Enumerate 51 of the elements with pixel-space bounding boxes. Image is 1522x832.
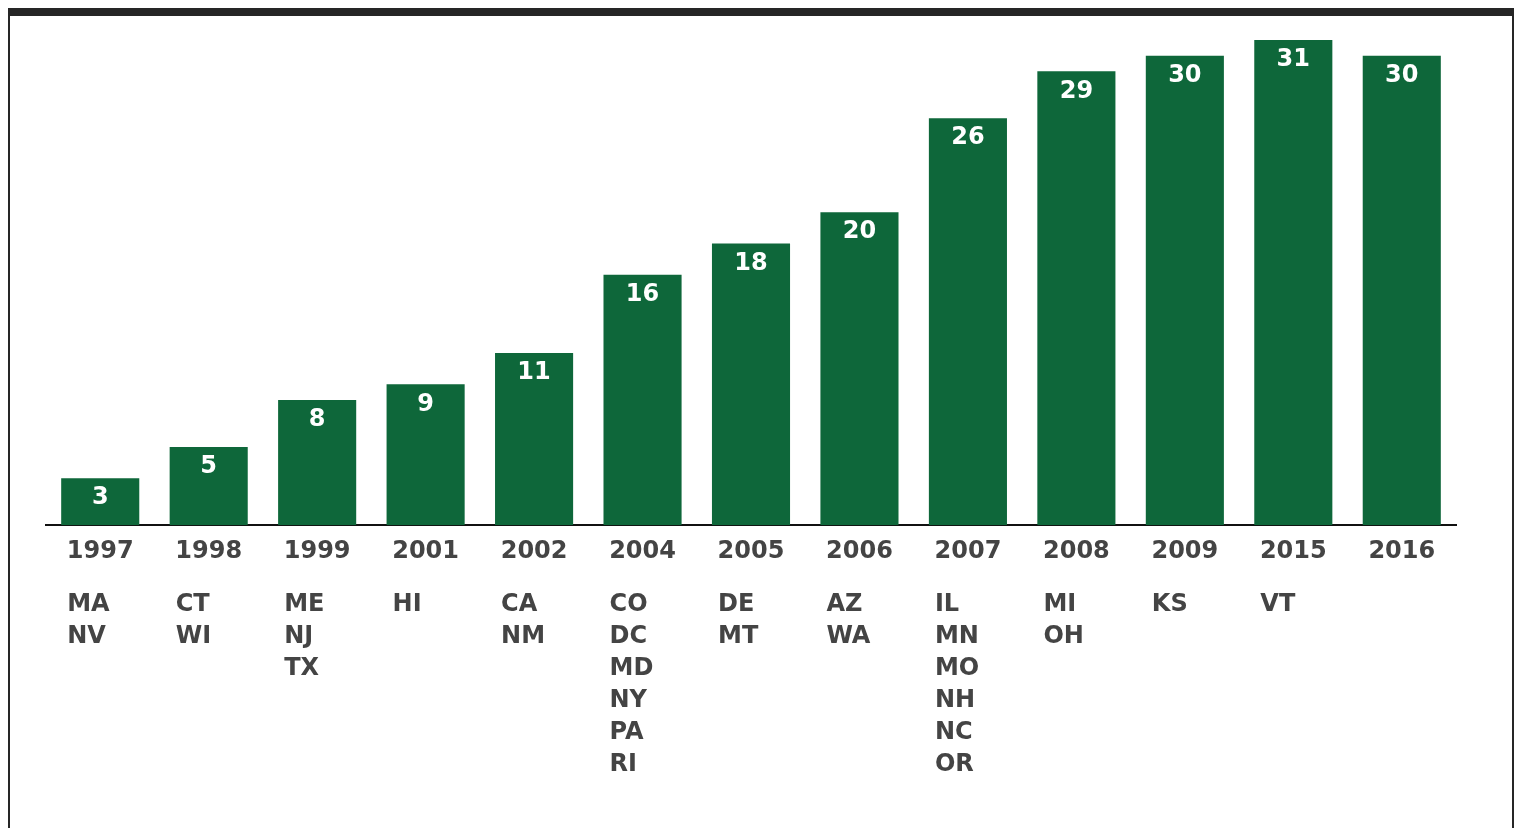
text: AZ WA (826, 589, 871, 650)
x-tick-label: 2007 (934, 535, 1002, 564)
x-tick-label: 2008 (1042, 535, 1110, 564)
bar (169, 446, 248, 526)
x-tick-label: 2006 (826, 535, 893, 564)
x-tick-label: 2001 (392, 535, 460, 564)
data-label: 8 (308, 404, 326, 433)
x-tick-label: 2015 (1259, 535, 1327, 564)
bar (386, 384, 465, 526)
x-tick-label: 1998 (175, 535, 243, 564)
x-tick-label: 2002 (500, 535, 568, 564)
text: VT (1260, 589, 1296, 618)
text: MI OH (1043, 589, 1084, 650)
text: DE MT (718, 589, 759, 650)
bar (928, 118, 1007, 526)
text: ME NJ TX (284, 589, 325, 682)
text: IL MN MO NH NC OR (934, 589, 980, 778)
data-label: 30 (1168, 59, 1202, 88)
x-tick-label: 2009 (1151, 535, 1219, 564)
bar (1362, 55, 1441, 526)
data-label: 20 (842, 216, 877, 245)
bar (1145, 55, 1224, 526)
bar (61, 478, 140, 526)
text: MA NV (67, 589, 111, 650)
data-label: 9 (417, 388, 434, 417)
x-tick-label: 1997 (66, 535, 134, 564)
data-label: 30 (1385, 59, 1419, 88)
bar (495, 353, 574, 526)
x-tick-label: 1999 (283, 535, 351, 564)
bar (603, 274, 682, 526)
text: HI (392, 589, 422, 618)
bar (711, 243, 791, 526)
text: CO DC MD NY PA RI (609, 589, 654, 778)
data-label: 3 (91, 482, 109, 511)
text: KS (1151, 589, 1188, 618)
bar (820, 212, 899, 526)
data-label: 18 (734, 247, 768, 276)
data-label: 16 (625, 279, 660, 308)
bar (1254, 40, 1333, 526)
text: CA NM (501, 589, 546, 650)
bar (278, 399, 357, 526)
data-label: 31 (1276, 44, 1311, 73)
data-label: 29 (1059, 75, 1094, 104)
x-tick-label: 2005 (717, 535, 785, 564)
data-label: 5 (200, 451, 218, 480)
x-tick-label: 2004 (609, 535, 676, 564)
data-label: 11 (517, 357, 551, 386)
text: CT WI (175, 589, 212, 650)
bar (1037, 71, 1116, 526)
data-label: 26 (951, 122, 985, 151)
x-tick-label: 2016 (1368, 535, 1436, 564)
